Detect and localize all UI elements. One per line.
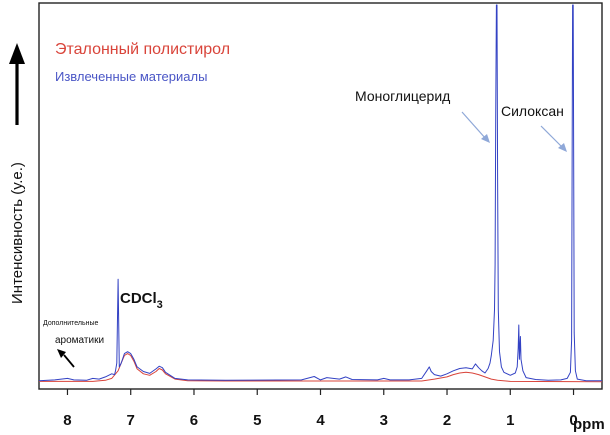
x-tick-label-1: 1 — [506, 412, 514, 429]
legend-item-reference-polystyrene: Эталонный полистирол — [55, 41, 230, 58]
x-tick-label-3: 3 — [380, 412, 388, 429]
annotation-monoglyceride: Моноглицерид — [355, 88, 450, 104]
x-axis-label: ppm — [573, 416, 605, 433]
x-tick-label-7: 7 — [127, 412, 135, 429]
annotation-extra-aromatics-line2: ароматики — [55, 335, 104, 346]
annotation-monoglyceride-arrow — [461, 111, 487, 140]
annotation-siloxane: Силоксан — [501, 103, 564, 119]
annotation-monoglyceride-arrowhead — [481, 134, 490, 143]
x-axis-ticks — [66, 389, 575, 395]
x-tick-label-2: 2 — [443, 412, 451, 429]
y-axis-arrow — [9, 43, 25, 125]
series-line-extracted-materials — [39, 4, 602, 382]
annotation-cdcl3: CDCl3 — [120, 290, 163, 311]
annotation-siloxane-arrowhead — [558, 143, 567, 152]
annotation-extra-aromatics-line1: Дополнительные — [43, 320, 99, 327]
annotation-siloxane-arrow — [540, 125, 564, 149]
x-tick-label-0: 0 — [569, 412, 577, 429]
x-tick-label-4: 4 — [316, 412, 325, 429]
x-tick-label-6: 6 — [190, 412, 198, 429]
legend-item-extracted-materials: Извлеченные материалы — [55, 69, 207, 84]
annotation-extra-aromatics-arrow — [63, 354, 75, 368]
plot-frame — [38, 2, 603, 390]
y-axis-label: Интенсивность (у.е.) — [9, 162, 26, 304]
x-axis-tick-labels: 8 7 6 5 4 3 2 1 0 — [63, 412, 577, 429]
annotation-extra-aromatics-arrowhead — [57, 349, 66, 358]
x-tick-label-8: 8 — [63, 412, 71, 429]
x-tick-label-5: 5 — [253, 412, 261, 429]
